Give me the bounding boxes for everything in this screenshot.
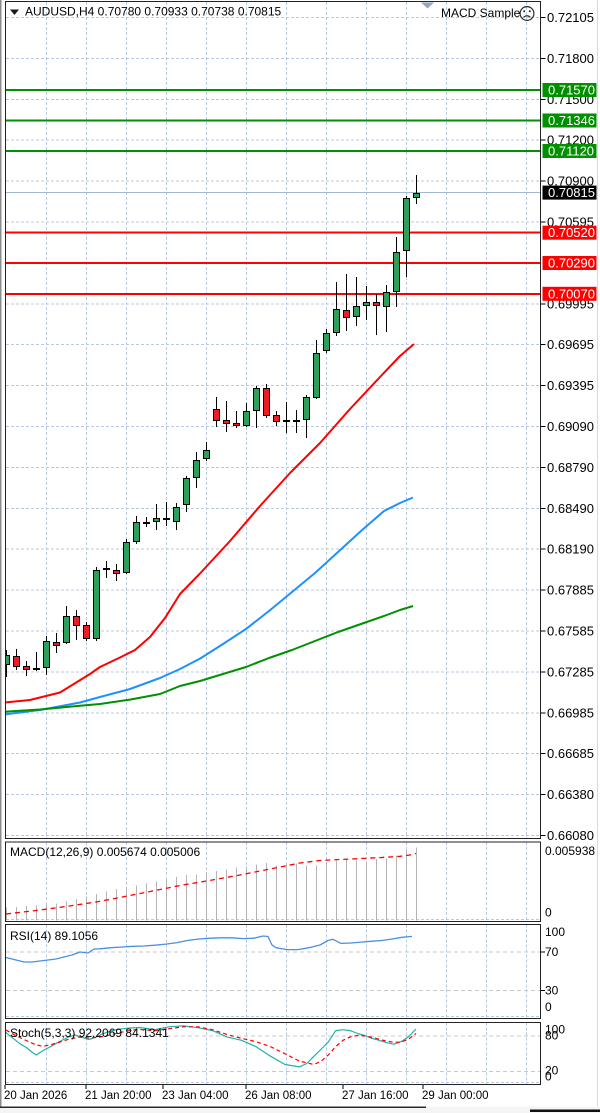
svg-text:21 Jan 20:00: 21 Jan 20:00 [85,1090,152,1102]
svg-text:0.70520: 0.70520 [548,225,595,240]
svg-text:RSI(14) 89.1056: RSI(14) 89.1056 [10,929,98,943]
svg-text:0.72105: 0.72105 [547,10,594,25]
svg-text:0.71120: 0.71120 [548,144,594,159]
svg-text:27 Jan 16:00: 27 Jan 16:00 [342,1090,409,1102]
svg-text:80: 80 [545,1029,559,1043]
svg-text:26 Jan 08:00: 26 Jan 08:00 [245,1090,312,1102]
svg-text:0.67585: 0.67585 [547,624,594,639]
svg-text:0: 0 [545,1070,552,1084]
svg-text:0.66685: 0.66685 [547,746,594,761]
svg-text:100: 100 [545,925,565,939]
svg-text:0.71800: 0.71800 [547,51,594,66]
svg-text:0.005938: 0.005938 [545,844,595,858]
svg-text:0.70900: 0.70900 [547,174,594,189]
svg-text:0: 0 [545,1000,552,1014]
svg-text:0.71346: 0.71346 [548,113,595,128]
svg-text:0.66380: 0.66380 [547,787,594,802]
svg-text:0.70290: 0.70290 [548,256,595,271]
svg-text:Stoch(5,3,3) 92.2069 84.1341: Stoch(5,3,3) 92.2069 84.1341 [10,1026,169,1040]
svg-text:0.70070: 0.70070 [548,286,595,301]
svg-text:0.69395: 0.69395 [547,378,594,393]
svg-text:0.70815: 0.70815 [548,185,595,200]
svg-text:0.71570: 0.71570 [548,83,595,98]
svg-text:29 Jan 00:00: 29 Jan 00:00 [422,1090,489,1102]
svg-text:23 Jan 04:00: 23 Jan 04:00 [162,1090,229,1102]
svg-text:20 Jan 2026: 20 Jan 2026 [4,1090,67,1102]
svg-text:0.68790: 0.68790 [547,460,594,475]
svg-text:0.67285: 0.67285 [547,664,594,679]
svg-text:0.71200: 0.71200 [547,133,594,148]
svg-text:MACD Sample: MACD Sample [441,6,521,20]
svg-text:0.69090: 0.69090 [547,419,594,434]
svg-text:0.69695: 0.69695 [547,337,594,352]
svg-text:70: 70 [545,945,559,959]
svg-text:30: 30 [545,984,559,998]
svg-text:0.66985: 0.66985 [547,705,594,720]
svg-text:0.68190: 0.68190 [547,542,594,557]
svg-text:0.67885: 0.67885 [547,583,594,598]
svg-text:0: 0 [545,905,552,919]
svg-text:100: 100 [545,1023,565,1037]
svg-text:AUDUSD,H4 0.70780 0.70933 0.7: AUDUSD,H4 0.70780 0.70933 0.70738 0.7081… [25,5,282,19]
svg-text:0.68490: 0.68490 [547,501,594,516]
svg-text:0.66080: 0.66080 [547,828,594,843]
svg-text:20: 20 [545,1064,559,1078]
svg-text:MACD(12,26,9) 0.005674 0.00500: MACD(12,26,9) 0.005674 0.005006 [10,845,200,859]
